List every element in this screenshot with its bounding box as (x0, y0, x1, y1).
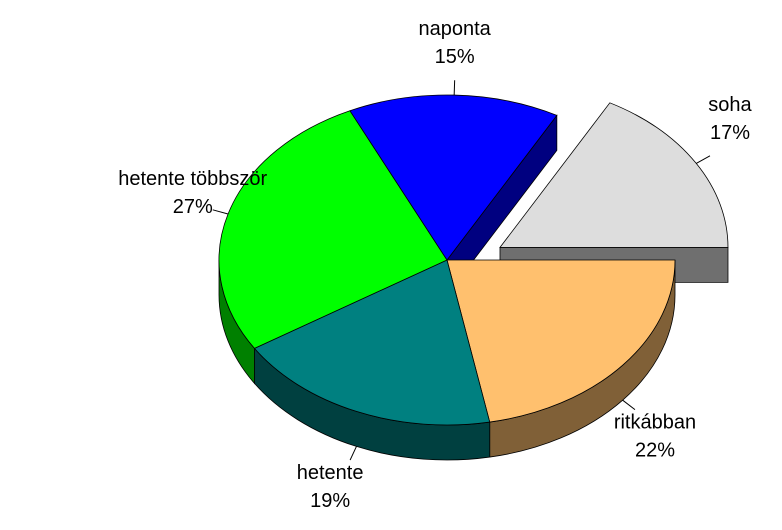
data-label: hetente 19% (297, 462, 364, 512)
data-label: hetente többször 27% (118, 168, 267, 218)
category-label: soha (708, 94, 752, 116)
data-label: naponta 15% (419, 19, 492, 69)
percent-label: 17% (710, 122, 750, 144)
leader-line (212, 209, 229, 215)
leader-line (453, 80, 456, 96)
data-label: soha 17% (708, 94, 752, 144)
category-label: hetente többször (118, 168, 267, 190)
category-label: hetente (297, 462, 364, 484)
category-label: naponta (419, 19, 492, 41)
percent-label: 22% (635, 440, 675, 462)
slice-tops (218, 94, 729, 426)
labels: ritkábban 22% hetente 19% hetente többször 27… (118, 19, 752, 513)
leader-line (622, 399, 636, 411)
data-label: ritkábban 22% (614, 412, 696, 462)
slice (446, 259, 676, 423)
percent-label: 27% (173, 196, 213, 218)
percent-label: 19% (310, 490, 350, 512)
percent-label: 15% (435, 47, 475, 69)
slice (253, 259, 491, 426)
category-label: ritkábban (614, 412, 696, 434)
leader-line (349, 446, 357, 461)
slice (218, 110, 448, 349)
leader-line (695, 155, 711, 164)
